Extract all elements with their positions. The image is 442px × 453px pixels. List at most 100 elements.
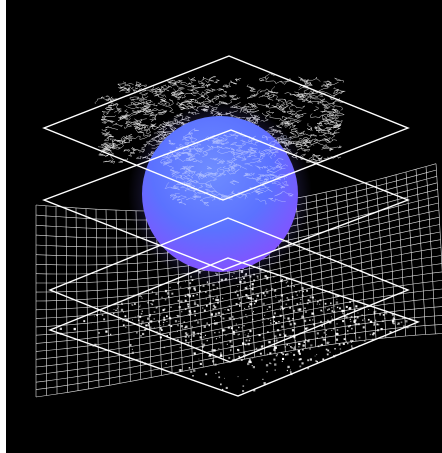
particle <box>83 320 86 323</box>
particle <box>203 309 206 312</box>
contour-line <box>137 124 149 130</box>
contour-line <box>275 77 292 85</box>
particle <box>293 336 296 339</box>
particle <box>220 354 223 357</box>
contour-line <box>216 88 228 94</box>
particle <box>238 298 241 300</box>
particle <box>293 309 296 312</box>
particle <box>285 303 288 306</box>
particle <box>350 315 353 318</box>
contour-line <box>230 142 237 146</box>
contour-line <box>294 91 312 103</box>
contour-line <box>205 183 213 188</box>
particle <box>339 343 341 345</box>
particle <box>247 333 249 335</box>
particle <box>252 366 255 369</box>
particle <box>138 294 141 297</box>
particle <box>273 320 275 322</box>
particle <box>200 285 202 287</box>
particle <box>166 292 170 295</box>
particle <box>389 331 392 334</box>
particle <box>273 276 275 278</box>
contour-line <box>226 168 236 174</box>
particle <box>218 331 221 334</box>
particle <box>188 310 191 313</box>
particle <box>290 369 291 371</box>
particle <box>391 319 395 322</box>
particle <box>361 314 363 316</box>
particle <box>212 297 214 300</box>
contour-line <box>234 78 242 82</box>
contour-line <box>303 87 324 99</box>
particle <box>357 312 359 314</box>
particle <box>182 328 184 330</box>
contour-line <box>322 82 332 88</box>
contour-line <box>131 99 143 105</box>
particle <box>290 286 292 288</box>
particle <box>205 298 207 300</box>
contour-line <box>218 173 227 177</box>
particle <box>228 305 231 307</box>
contour-line <box>220 195 233 201</box>
contour-line <box>181 93 192 99</box>
particle <box>131 351 134 354</box>
particle <box>285 354 287 356</box>
particle <box>134 316 136 318</box>
particle <box>275 294 276 296</box>
contour-line <box>130 118 139 124</box>
contour-line <box>259 88 279 94</box>
contour-line <box>297 95 318 101</box>
particle <box>273 348 276 351</box>
particle <box>240 359 243 361</box>
particle <box>288 320 291 323</box>
particle <box>149 315 151 317</box>
contour-line <box>206 165 213 170</box>
sphere-contour-overlay <box>159 127 295 207</box>
particle <box>227 308 229 311</box>
particle <box>299 291 300 293</box>
contour-line <box>162 154 173 166</box>
particle <box>286 343 288 346</box>
particle <box>195 319 197 321</box>
particle <box>376 323 379 326</box>
particle <box>251 283 254 286</box>
particle <box>319 299 322 302</box>
particle <box>336 306 339 309</box>
particle <box>319 344 321 346</box>
particle <box>214 332 216 334</box>
contour-line <box>199 147 208 153</box>
contour-line <box>130 86 139 91</box>
particle <box>291 329 295 332</box>
particle <box>218 371 220 374</box>
contour-line <box>308 156 316 162</box>
contour-line <box>160 84 173 92</box>
particle <box>325 348 328 351</box>
contour-line <box>213 138 228 144</box>
particle <box>208 355 210 357</box>
particle <box>184 299 187 302</box>
particle <box>220 343 222 345</box>
particle <box>156 331 158 333</box>
particle <box>282 353 285 356</box>
particle <box>156 293 158 295</box>
particle <box>342 312 344 314</box>
particle <box>301 315 304 319</box>
particle <box>253 279 256 282</box>
particle <box>224 329 226 331</box>
particle <box>380 328 383 331</box>
contour-line <box>186 144 199 151</box>
particle <box>220 352 222 354</box>
contour-line <box>112 144 119 150</box>
contour-line <box>184 98 200 104</box>
particle <box>328 341 330 343</box>
contour-line <box>101 131 111 137</box>
particle <box>334 348 336 350</box>
contour-line <box>325 125 341 130</box>
contour-line <box>205 189 226 197</box>
contour-line <box>119 83 134 91</box>
contour-line <box>295 93 312 97</box>
contour-line <box>257 153 266 163</box>
contour-line <box>187 85 205 91</box>
particle <box>295 291 297 293</box>
contour-line <box>139 99 150 110</box>
